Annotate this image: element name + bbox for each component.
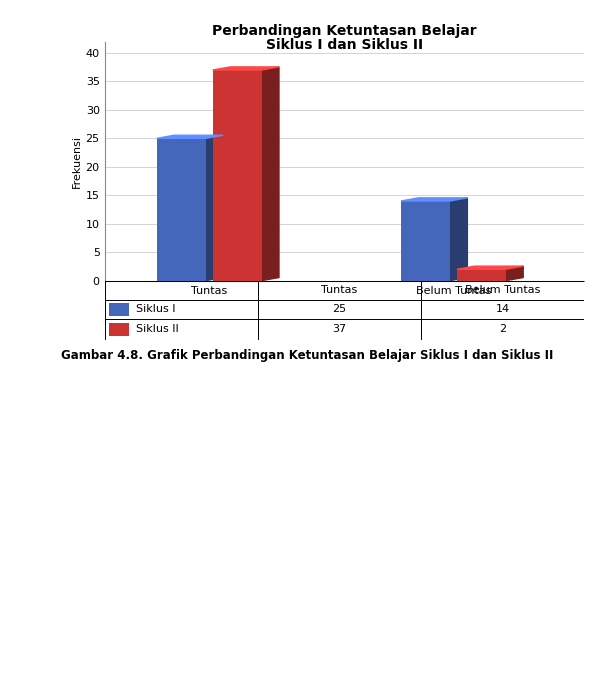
Text: Tuntas: Tuntas: [322, 285, 358, 295]
Text: Gambar 4.8. Grafik Perbandingan Ketuntasan Belajar Siklus I dan Siklus II: Gambar 4.8. Grafik Perbandingan Ketuntas…: [62, 349, 554, 362]
Polygon shape: [206, 135, 223, 281]
Polygon shape: [213, 67, 279, 70]
Text: 14: 14: [496, 304, 510, 314]
Text: Siklus I dan Siklus II: Siklus I dan Siklus II: [266, 38, 423, 52]
Text: Siklus I: Siklus I: [136, 304, 175, 314]
Bar: [457, 270, 506, 281]
Bar: [109, 303, 129, 316]
Polygon shape: [157, 135, 223, 139]
Polygon shape: [401, 198, 467, 201]
Text: 37: 37: [333, 324, 347, 334]
Text: 25: 25: [333, 304, 347, 314]
Bar: [401, 201, 450, 281]
Text: Perbandingan Ketuntasan Belajar: Perbandingan Ketuntasan Belajar: [212, 24, 477, 38]
Bar: [157, 139, 206, 281]
Bar: [213, 70, 261, 281]
Text: Belum Tuntas: Belum Tuntas: [465, 285, 541, 295]
Polygon shape: [450, 198, 467, 281]
Bar: [109, 323, 129, 335]
Y-axis label: Frekuensi: Frekuensi: [71, 134, 81, 188]
Text: 2: 2: [499, 324, 506, 334]
Polygon shape: [506, 266, 523, 281]
Text: Siklus II: Siklus II: [136, 324, 178, 334]
Polygon shape: [261, 67, 279, 281]
Polygon shape: [457, 266, 523, 270]
